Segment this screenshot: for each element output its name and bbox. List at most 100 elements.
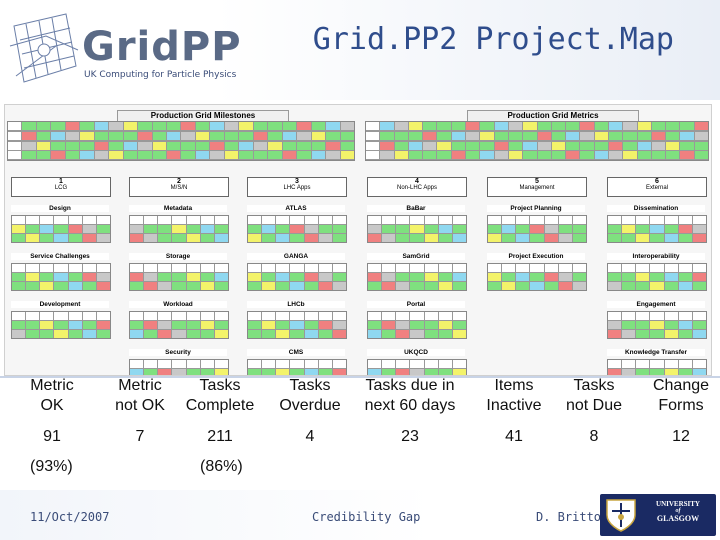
status-cell [80,122,94,130]
status-cell [214,273,228,281]
logo-subtitle: UK Computing for Particle Physics [84,70,237,80]
area-number: 6 [655,178,659,185]
status-cell [276,312,290,320]
status-cell [214,216,228,224]
status-cell [12,321,26,329]
status-cell [130,264,144,272]
status-cell [297,131,311,140]
status-cell [68,312,82,320]
subarea-grid [11,215,111,243]
status-cell [424,330,438,338]
metric-label: not OK [115,397,165,414]
status-cell [423,151,437,160]
status-cell [692,216,706,224]
metric-label: Metric [30,377,74,394]
status-cell [158,369,172,375]
metric-value: 8 [589,428,599,445]
status-cell [186,234,200,242]
status-cell [262,225,276,233]
status-cell [382,321,396,329]
status-cell [248,225,262,233]
tasks-complete: Tasks Complete 211 [180,376,260,445]
status-cell [651,141,666,150]
status-cell [290,360,304,368]
status-cell [394,131,408,140]
status-cell [8,131,22,140]
status-cell [572,282,586,290]
status-cell [650,312,664,320]
status-cell [558,225,572,233]
status-cell [130,312,144,320]
status-cell [304,369,318,375]
status-cell [502,282,516,290]
status-cell [318,282,332,290]
status-cell [678,225,692,233]
status-cell [152,122,167,130]
status-cell [451,122,466,130]
tasks-not-due: Tasks not Due 8 [562,376,626,445]
status-cell [558,216,572,224]
status-cell [304,330,318,338]
status-cell [438,216,452,224]
status-cell [368,264,382,272]
subarea-grid [367,263,467,291]
status-cell [437,131,451,140]
status-cell [268,131,282,140]
status-cell [253,122,268,130]
status-cell [26,225,40,233]
status-cell [494,131,508,140]
status-cell [186,273,200,281]
status-cell [396,321,410,329]
area-box: 6 External [607,177,707,197]
status-cell [26,330,40,338]
status-cell [181,122,195,130]
status-cell [678,273,692,281]
status-cell [186,216,200,224]
status-cell [410,330,424,338]
status-cell [68,225,82,233]
status-cell [36,141,51,150]
subarea-grid [607,359,707,375]
status-cell [622,234,636,242]
status-cell [318,225,332,233]
status-cell [68,282,82,290]
status-cell [80,151,94,160]
status-cell [248,369,262,375]
status-cell [692,273,706,281]
status-cell [94,122,109,130]
status-cell [382,282,396,290]
metric-label: Tasks [199,377,241,394]
subarea-grid [367,359,467,375]
status-cell [452,225,466,233]
subarea-title: Development [11,301,109,308]
status-cell [488,216,502,224]
status-cell [558,234,572,242]
status-cell [311,141,326,150]
status-cell [530,264,544,272]
status-cell [94,141,109,150]
status-cell [172,330,186,338]
status-cell [248,312,262,320]
status-cell [40,264,54,272]
status-cell [636,369,650,375]
status-cell [366,151,380,160]
status-cell [144,273,158,281]
subarea-title: Interoperability [607,253,705,260]
status-cell [437,151,451,160]
area-number: 5 [535,178,539,185]
status-cell [186,225,200,233]
metric-label: Metric [118,377,162,394]
status-cell [96,234,110,242]
status-cell [8,141,22,150]
status-cell [12,273,26,281]
status-cell [282,141,297,150]
status-cell [304,312,318,320]
status-cell [608,225,622,233]
status-cell [650,360,664,368]
status-cell [12,216,26,224]
subarea-title: Project Planning [487,205,585,212]
status-cell [26,234,40,242]
status-cell [608,312,622,320]
metrics-divider [0,376,720,378]
area-box: 4 Non-LHC Apps [367,177,467,197]
